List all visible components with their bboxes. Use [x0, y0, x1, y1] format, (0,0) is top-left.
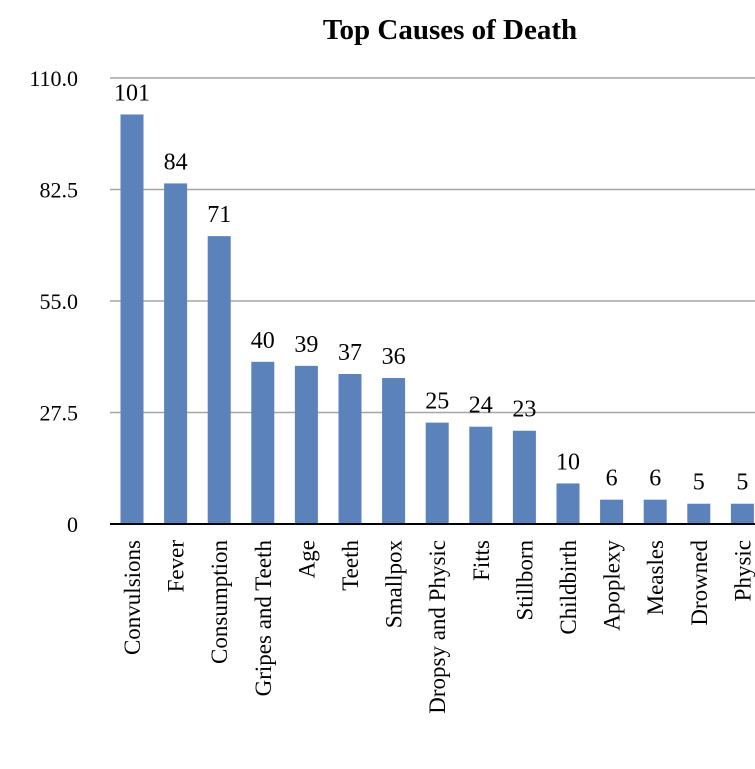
data-label: 39: [294, 332, 318, 358]
x-tick-label: Drowned: [687, 540, 712, 626]
bar-apoplexy: [600, 499, 624, 524]
x-axis-tick-labels: Convulsions Fever Consumption Gripes and Te…: [120, 540, 755, 714]
data-label: 6: [649, 466, 661, 492]
y-tick-label: 0: [67, 512, 78, 537]
data-label: 24: [469, 393, 493, 419]
x-tick-label: Gripes and Teeth: [251, 540, 276, 697]
data-labels: 101 84 71 40 39 37 36 25 24 23 10 6 6 5 5: [114, 80, 748, 495]
data-label: 5: [693, 470, 705, 496]
bar-teeth: [338, 373, 362, 524]
x-tick-label: Consumption: [207, 540, 232, 664]
x-tick-label: Smallpox: [382, 540, 407, 629]
data-label: 25: [425, 389, 449, 415]
x-tick-label: Measles: [643, 540, 668, 615]
data-label: 36: [382, 344, 406, 370]
bar-fitts: [469, 426, 493, 524]
y-tick-label: 27.5: [40, 401, 79, 426]
data-label: 101: [114, 80, 150, 106]
data-label: 23: [512, 397, 536, 423]
x-tick-label: Childbirth: [556, 540, 581, 635]
data-label: 71: [207, 202, 231, 228]
bar-consumption: [207, 236, 231, 525]
x-tick-label: Physic: [730, 540, 755, 601]
y-tick-label: 55.0: [40, 289, 79, 314]
x-tick-label: Apoplexy: [600, 540, 625, 631]
data-label: 5: [736, 470, 748, 496]
x-tick-label: Dropsy and Physic: [425, 540, 450, 714]
x-tick-label: Age: [294, 540, 319, 578]
x-tick-label: Convulsions: [120, 540, 145, 655]
y-tick-label: 82.5: [40, 178, 79, 203]
bar-drowned: [687, 503, 711, 524]
data-label: 40: [251, 328, 275, 354]
bar-gripes-and-teeth: [251, 361, 275, 524]
bar-dropsy-and-physic: [425, 422, 449, 524]
data-label: 84: [164, 149, 188, 175]
data-label: 37: [338, 340, 362, 366]
bars: [120, 114, 754, 525]
chart-title: Top Causes of Death: [322, 14, 578, 46]
bar-measles: [643, 499, 667, 524]
y-axis-tick-labels: 0 27.5 55.0 82.5 110.0: [29, 66, 78, 537]
bar-convulsions: [120, 114, 144, 524]
bar-childbirth: [556, 483, 580, 524]
bar-fever: [164, 183, 188, 524]
data-label: 10: [556, 449, 580, 475]
bar-stillborn: [512, 430, 536, 524]
bar-physic: [730, 503, 754, 524]
data-label: 6: [606, 466, 618, 492]
bar-age: [294, 365, 318, 524]
x-tick-label: Fitts: [469, 540, 494, 581]
gridlines: [110, 77, 755, 414]
bar-smallpox: [382, 378, 406, 524]
x-tick-label: Stillborn: [512, 540, 537, 621]
x-tick-label: Teeth: [338, 540, 363, 591]
x-tick-label: Fever: [164, 540, 189, 593]
y-tick-label: 110.0: [29, 66, 78, 91]
